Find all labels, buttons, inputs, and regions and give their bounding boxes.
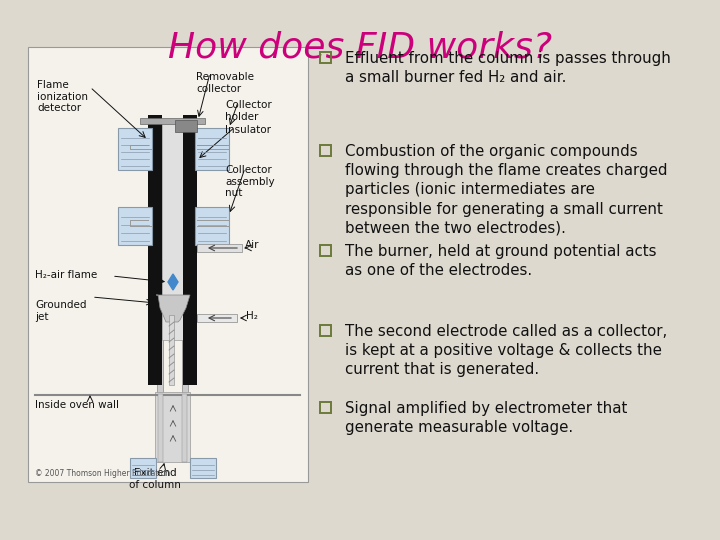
Text: Removable
collector: Removable collector [196,72,254,93]
Text: Combustion of the organic compounds
flowing through the flame creates charged
pa: Combustion of the organic compounds flow… [345,144,667,236]
Bar [162,120,183,340]
Text: The second electrode called as a collector,
is kept at a positive voltage & coll: The second electrode called as a collect… [345,324,667,377]
Text: Exit end
of column: Exit end of column [129,468,181,490]
Text: The burner, held at ground potential acts
as one of the electrodes.: The burner, held at ground potential act… [345,244,657,278]
Bar [195,207,229,245]
Bar [197,314,237,322]
Text: Air: Air [245,240,259,250]
Bar [158,394,163,462]
Bar [183,115,197,385]
Text: © 2007 Thomson Higher Education: © 2007 Thomson Higher Education [35,469,170,478]
Bar [140,118,205,124]
FancyBboxPatch shape [28,47,308,482]
Text: How does FID works?: How does FID works? [168,30,552,64]
Text: Effluent from the column is passes through
a small burner fed H₂ and air.: Effluent from the column is passes throu… [345,51,671,85]
Text: Signal amplified by electrometer that
generate measurable voltage.: Signal amplified by electrometer that ge… [345,401,627,435]
Bar [118,207,152,245]
Bar [155,392,190,462]
Bar [157,260,163,460]
Text: Insulator: Insulator [225,125,271,135]
Bar [130,458,156,478]
Text: Collector
assembly
nut: Collector assembly nut [225,165,274,198]
Text: Inside oven wall: Inside oven wall [35,400,119,410]
Bar [175,120,197,132]
Text: H₂-air flame: H₂-air flame [35,270,97,280]
Bar [148,115,162,385]
Bar [195,128,229,170]
Bar [118,128,152,170]
Bar [169,315,174,385]
Text: Flame
ionization
detector: Flame ionization detector [37,80,88,113]
Bar [197,244,242,252]
Text: H₂: H₂ [246,311,258,321]
Text: Grounded
jet: Grounded jet [35,300,86,322]
Polygon shape [168,274,178,290]
Polygon shape [156,295,190,322]
Bar [190,458,216,478]
Bar [182,260,188,460]
Bar [182,394,187,462]
Text: Collector
holder: Collector holder [225,100,271,122]
